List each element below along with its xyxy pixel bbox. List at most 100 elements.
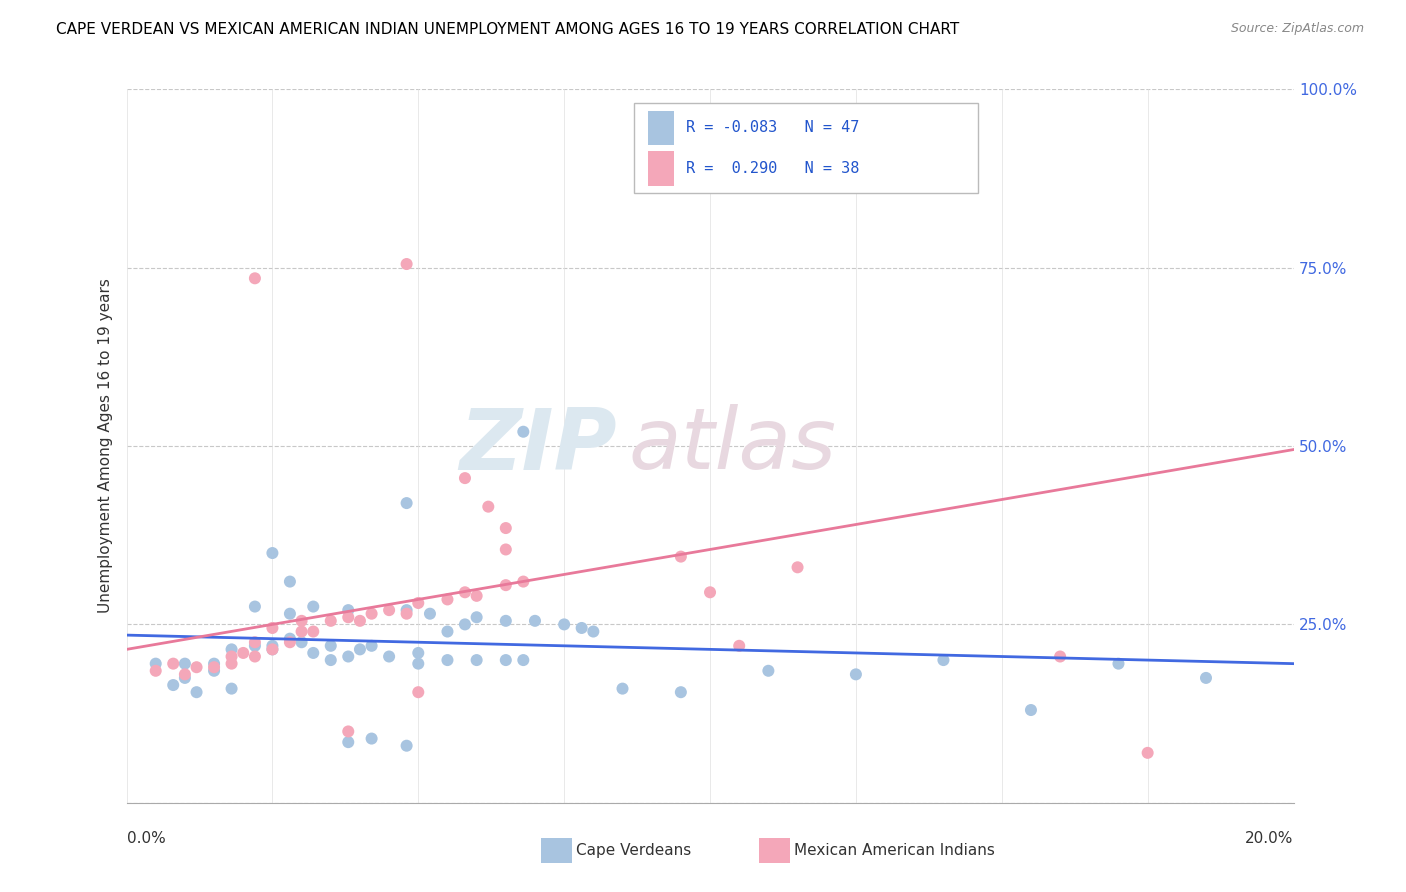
Point [278,632,301,646]
Point [395,496,418,510]
Text: ZIP: ZIP [458,404,617,488]
Point [408,596,430,610]
Point [262,546,284,560]
Point [221,681,243,696]
Point [290,614,312,628]
Point [221,649,243,664]
Point [786,560,808,574]
Point [290,635,312,649]
Point [419,607,441,621]
Point [262,642,284,657]
Point [202,660,225,674]
Point [408,646,430,660]
Point [262,642,284,657]
Point [395,739,418,753]
Text: 0.0%: 0.0% [127,831,166,847]
Point [495,542,517,557]
Point [477,500,499,514]
Point [162,678,184,692]
Point [436,653,458,667]
Point [699,585,721,599]
Point [319,653,342,667]
Point [524,614,547,628]
Point [186,660,208,674]
Point [290,624,312,639]
Point [174,667,197,681]
Bar [648,152,673,186]
Point [495,653,517,667]
Point [465,653,488,667]
Point [512,574,534,589]
Point [845,667,868,681]
Text: R = -0.083   N = 47: R = -0.083 N = 47 [686,120,859,136]
Point [1049,649,1071,664]
Point [360,639,382,653]
Point [436,624,458,639]
Point [728,639,751,653]
Point [465,589,488,603]
Point [262,639,284,653]
Point [243,271,266,285]
Point [612,681,634,696]
Point [512,653,534,667]
Point [186,685,208,699]
Bar [634,103,979,193]
Point [932,653,955,667]
Point [262,621,284,635]
Point [202,664,225,678]
Point [1195,671,1218,685]
Text: Source: ZipAtlas.com: Source: ZipAtlas.com [1230,22,1364,36]
Point [408,657,430,671]
Text: CAPE VERDEAN VS MEXICAN AMERICAN INDIAN UNEMPLOYMENT AMONG AGES 16 TO 19 YEARS C: CAPE VERDEAN VS MEXICAN AMERICAN INDIAN … [56,22,959,37]
Point [243,635,266,649]
Point [1136,746,1159,760]
Point [278,635,301,649]
Point [395,257,418,271]
Point [349,642,371,657]
Point [360,731,382,746]
Point [495,578,517,592]
Point [162,657,184,671]
Y-axis label: Unemployment Among Ages 16 to 19 years: Unemployment Among Ages 16 to 19 years [97,278,112,614]
Point [337,610,360,624]
Text: Cape Verdeans: Cape Verdeans [576,844,692,858]
Point [221,657,243,671]
Point [243,649,266,664]
Point [378,649,401,664]
Point [582,624,605,639]
Point [278,607,301,621]
Point [395,603,418,617]
Text: Mexican American Indians: Mexican American Indians [794,844,995,858]
Point [278,574,301,589]
Point [302,599,325,614]
Point [378,603,401,617]
Point [756,664,779,678]
Point [1019,703,1042,717]
Point [337,724,360,739]
Point [337,603,360,617]
Point [243,639,266,653]
Point [302,646,325,660]
Point [454,617,477,632]
Point [669,549,692,564]
Point [319,614,342,628]
Point [174,671,197,685]
Text: 20.0%: 20.0% [1246,831,1294,847]
Point [243,599,266,614]
Point [337,735,360,749]
Point [571,621,593,635]
Point [512,425,534,439]
Point [395,607,418,621]
Point [436,592,458,607]
Point [495,521,517,535]
Point [465,610,488,624]
Point [202,657,225,671]
Point [454,585,477,599]
Point [232,646,254,660]
Point [495,614,517,628]
Bar [648,111,673,145]
Point [408,685,430,699]
Text: R =  0.290   N = 38: R = 0.290 N = 38 [686,161,859,176]
Point [221,642,243,657]
Point [349,614,371,628]
